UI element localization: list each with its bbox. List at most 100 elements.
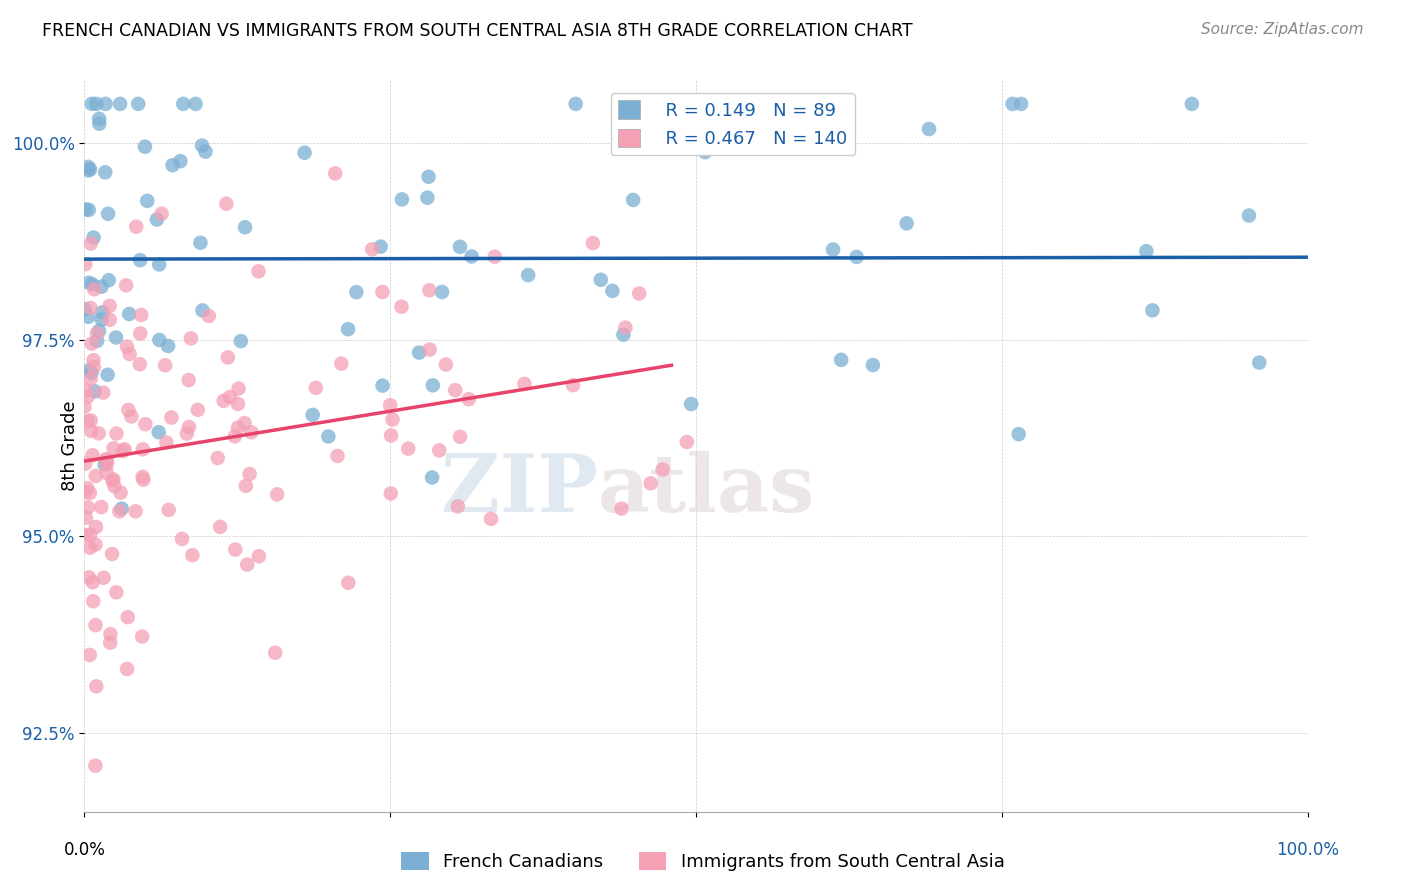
Point xyxy=(76,384,98,398)
Point xyxy=(84,758,107,772)
Point xyxy=(84,537,107,551)
Point xyxy=(86,334,108,348)
Point xyxy=(427,443,450,458)
Point xyxy=(77,163,100,178)
Point xyxy=(94,96,117,111)
Point xyxy=(77,570,100,584)
Point xyxy=(79,301,101,315)
Point xyxy=(101,474,124,488)
Point xyxy=(77,202,100,217)
Point xyxy=(408,345,430,359)
Point xyxy=(87,324,110,338)
Point xyxy=(212,393,235,408)
Point xyxy=(79,363,101,377)
Point xyxy=(294,145,316,160)
Point xyxy=(80,236,103,251)
Point xyxy=(86,679,108,693)
Point xyxy=(96,457,118,471)
Point xyxy=(79,541,101,555)
Point xyxy=(97,207,120,221)
Point xyxy=(612,327,634,342)
Point xyxy=(83,360,105,375)
Point xyxy=(83,282,105,296)
Point xyxy=(82,277,104,292)
Point xyxy=(513,376,536,391)
Point xyxy=(82,594,104,608)
Point xyxy=(84,469,107,483)
Point xyxy=(97,273,120,287)
Text: 100.0%: 100.0% xyxy=(1277,841,1339,859)
Point xyxy=(86,326,108,341)
Point xyxy=(181,548,204,562)
Point xyxy=(100,627,122,641)
Point xyxy=(323,166,346,180)
Point xyxy=(344,285,367,300)
Point xyxy=(589,273,612,287)
Point xyxy=(110,485,132,500)
Point xyxy=(105,426,128,441)
Point xyxy=(98,312,121,326)
Point xyxy=(184,96,207,111)
Point xyxy=(247,264,270,278)
Point xyxy=(233,416,256,430)
Point xyxy=(134,139,156,153)
Point xyxy=(224,542,246,557)
Point xyxy=(628,286,651,301)
Point xyxy=(115,340,138,354)
Point xyxy=(191,138,214,153)
Point xyxy=(90,312,112,326)
Point xyxy=(1237,209,1260,223)
Point xyxy=(198,309,221,323)
Point xyxy=(128,357,150,371)
Point xyxy=(564,96,586,111)
Point xyxy=(239,467,262,481)
Point xyxy=(562,378,585,392)
Point xyxy=(444,383,467,397)
Point xyxy=(117,403,139,417)
Point xyxy=(479,512,502,526)
Point xyxy=(416,191,439,205)
Point xyxy=(75,528,97,542)
Point xyxy=(226,397,249,411)
Point xyxy=(176,426,198,441)
Point xyxy=(215,196,238,211)
Point xyxy=(73,400,96,414)
Text: FRENCH CANADIAN VS IMMIGRANTS FROM SOUTH CENTRAL ASIA 8TH GRADE CORRELATION CHAR: FRENCH CANADIAN VS IMMIGRANTS FROM SOUTH… xyxy=(42,22,912,40)
Point xyxy=(90,279,112,293)
Point xyxy=(418,169,440,184)
Point xyxy=(170,532,193,546)
Point xyxy=(845,250,868,264)
Point xyxy=(582,235,605,250)
Point xyxy=(115,662,138,676)
Point xyxy=(681,397,703,411)
Point xyxy=(305,381,328,395)
Point xyxy=(1001,96,1024,111)
Point xyxy=(111,501,134,516)
Point xyxy=(150,207,173,221)
Point xyxy=(337,575,360,590)
Point xyxy=(155,435,177,450)
Point xyxy=(148,333,170,347)
Point xyxy=(82,575,104,590)
Point xyxy=(396,442,419,456)
Point xyxy=(247,549,270,564)
Point xyxy=(79,648,101,662)
Point xyxy=(318,429,340,443)
Point xyxy=(1181,96,1204,111)
Point xyxy=(177,420,200,434)
Point xyxy=(449,240,471,254)
Legend: French Canadians, Immigrants from South Central Asia: French Canadians, Immigrants from South … xyxy=(394,845,1012,879)
Point xyxy=(125,219,148,234)
Point xyxy=(101,547,124,561)
Point xyxy=(129,308,152,322)
Point xyxy=(97,368,120,382)
Point xyxy=(79,372,101,386)
Point xyxy=(162,158,184,172)
Point xyxy=(75,202,97,217)
Point xyxy=(419,343,441,357)
Point xyxy=(264,646,287,660)
Point xyxy=(94,165,117,179)
Point xyxy=(75,457,97,471)
Point xyxy=(132,473,155,487)
Point xyxy=(98,636,121,650)
